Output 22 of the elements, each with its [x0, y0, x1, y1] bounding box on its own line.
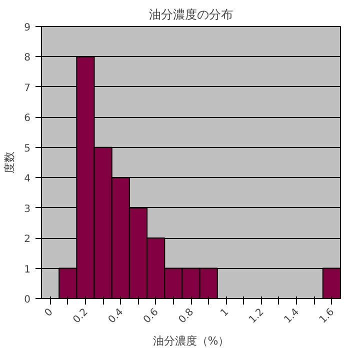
y-tick-label: 0 — [24, 294, 31, 306]
y-axis-title: 度数 — [3, 152, 16, 174]
x-tick-label: 0.2 — [71, 306, 90, 326]
x-axis-title: 油分濃度（%） — [152, 334, 230, 348]
y-tick-label: 8 — [24, 52, 31, 64]
y-tick-label: 3 — [24, 204, 31, 215]
y-tick-label: 9 — [24, 22, 31, 34]
y-tick-label: 4 — [24, 174, 31, 185]
x-tick-label: 1.6 — [318, 306, 337, 326]
y-tick-label: 2 — [24, 234, 31, 246]
y-tick-label: 5 — [24, 143, 31, 154]
y-tick-label: 1 — [24, 264, 31, 276]
x-tick-label: 0 — [42, 306, 56, 319]
y-tick-label: 7 — [24, 82, 31, 94]
x-tick-label: 0.6 — [142, 306, 161, 326]
x-tick-label: 0.4 — [106, 306, 126, 326]
x-tick-label: 1 — [218, 306, 232, 319]
chart-title: 油分濃度の分布 — [149, 8, 233, 22]
x-tick-label: 1.2 — [247, 306, 266, 326]
x-tick-label: 0.8 — [176, 306, 196, 326]
y-tick-label: 6 — [24, 113, 31, 124]
x-tick-label: 1.4 — [282, 306, 302, 326]
